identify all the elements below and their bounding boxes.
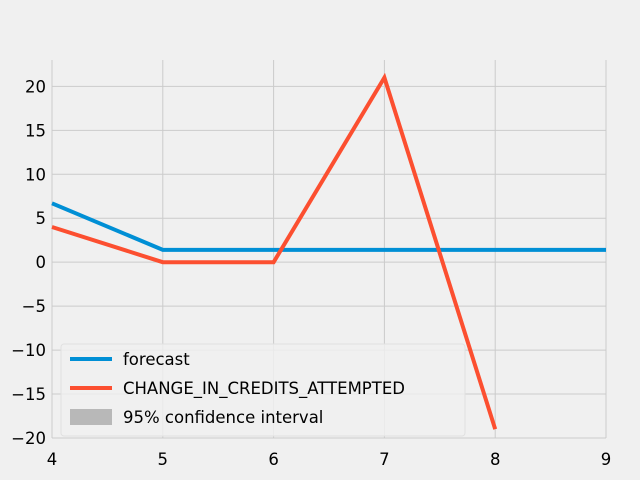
- y-tick-label: 5: [36, 209, 47, 228]
- series-line-change-in-credits-attempted: [51, 72, 498, 430]
- y-tick-label: −5: [22, 297, 46, 316]
- x-axis-ticks: 4 5 6 7 8 9: [47, 450, 612, 469]
- legend: forecast CHANGE_IN_CREDITS_ATTEMPTED 95% c…: [60, 343, 466, 437]
- x-tick-label: 9: [601, 450, 612, 469]
- y-tick-label: 15: [25, 121, 46, 140]
- y-tick-label: 10: [25, 165, 46, 184]
- x-tick-label: 8: [490, 450, 501, 469]
- y-tick-label: −15: [11, 385, 46, 404]
- x-tick-label: 6: [268, 450, 279, 469]
- y-tick-label: −20: [11, 429, 46, 448]
- legend-label: 95% confidence interval: [123, 408, 323, 427]
- x-tick-label: 5: [158, 450, 169, 469]
- x-tick-label: 7: [379, 450, 390, 469]
- legend-label: forecast: [123, 350, 190, 369]
- legend-label: CHANGE_IN_CREDITS_ATTEMPTED: [123, 379, 405, 399]
- series-line-forecast: [51, 201, 606, 252]
- series-lines: [51, 72, 606, 430]
- y-tick-label: −10: [11, 341, 46, 360]
- legend-box: [60, 343, 466, 437]
- y-tick-label: 20: [25, 77, 46, 96]
- x-tick-label: 4: [47, 450, 58, 469]
- y-tick-label: 0: [36, 253, 47, 272]
- y-axis-ticks: −20 −15 −10 −5 0 5 10 15 20: [11, 77, 46, 448]
- legend-swatch: [70, 409, 112, 425]
